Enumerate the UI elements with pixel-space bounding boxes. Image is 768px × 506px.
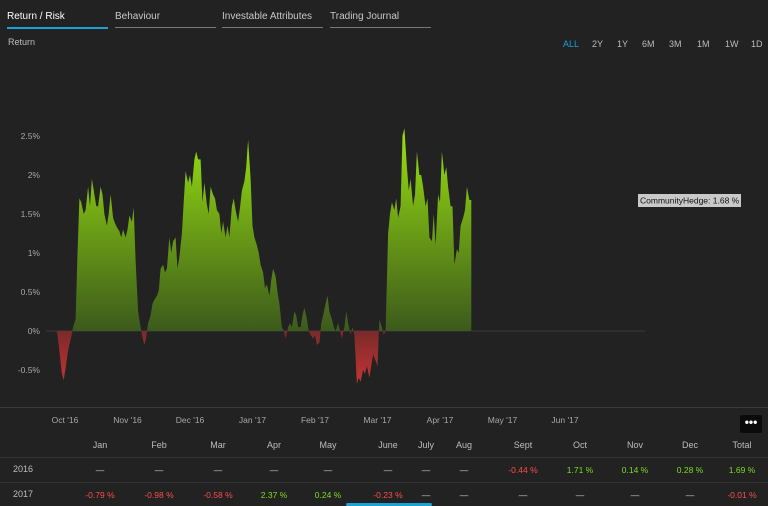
table-cell: -0.23 %: [373, 490, 403, 500]
x-tick-label: Jan '17: [239, 415, 266, 425]
tab-bar: Return / Risk Behaviour Investable Attri…: [0, 0, 768, 29]
table-cell: —: [459, 490, 469, 500]
range-1w[interactable]: 1W: [725, 39, 739, 49]
x-tick-label: Dec '16: [176, 415, 205, 425]
table-cell: —: [269, 465, 279, 475]
table-cell: -0.98 %: [144, 490, 174, 500]
range-1d[interactable]: 1D: [751, 39, 763, 49]
x-tick-label: May '17: [488, 415, 518, 425]
table-cell: 0.28 %: [676, 465, 704, 475]
table-cell: —: [459, 465, 469, 475]
tab-label: Investable Attributes: [222, 11, 313, 22]
row-divider: [0, 457, 768, 458]
x-tick-label: Mar '17: [363, 415, 391, 425]
table-cell: —: [421, 490, 431, 500]
row-year: 2017: [13, 489, 34, 499]
column-header: Mar: [210, 440, 226, 450]
range-1m[interactable]: 1M: [697, 39, 710, 49]
table-cell: 0.14 %: [621, 465, 649, 475]
column-header: Feb: [151, 440, 167, 450]
tab-label: Behaviour: [115, 11, 161, 22]
range-3m[interactable]: 3M: [669, 39, 682, 49]
tab-return-risk[interactable]: Return / Risk: [7, 8, 108, 29]
tab-trading-journal[interactable]: Trading Journal: [330, 8, 431, 28]
column-header: Nov: [626, 440, 644, 450]
tab-label: Trading Journal: [330, 11, 400, 22]
x-axis: Oct '16 Nov '16 Dec '16 Jan '17 Feb '17 Mar '…: [52, 415, 579, 425]
y-tick-label: 2.5%: [21, 131, 41, 141]
range-1y[interactable]: 1Y: [617, 39, 629, 49]
y-tick-label: 2%: [28, 170, 41, 180]
column-header: Jan: [92, 440, 108, 450]
table-cell: 1.69 %: [728, 465, 756, 475]
column-header: June: [378, 440, 398, 450]
y-tick-label: 1%: [28, 248, 41, 258]
range-all[interactable]: ALL: [563, 39, 580, 49]
column-header: Dec: [681, 440, 699, 450]
column-header: Sept: [513, 440, 533, 450]
table-cell: —: [383, 465, 393, 475]
positive-area: [56, 128, 472, 331]
y-tick-label: -0.5%: [18, 365, 41, 375]
table-cell: 0.24 %: [314, 490, 342, 500]
tab-behaviour[interactable]: Behaviour: [115, 8, 216, 28]
tab-investable-attributes[interactable]: Investable Attributes: [222, 8, 323, 28]
tab-label: Return / Risk: [7, 11, 65, 22]
table-cell: -0.79 %: [85, 490, 115, 500]
column-header: Total: [732, 440, 752, 450]
horizontal-scrollbar[interactable]: [346, 503, 432, 506]
table-cell: —: [421, 465, 431, 475]
table-cell: —: [518, 490, 528, 500]
x-tick-label: Apr '17: [427, 415, 454, 425]
x-tick-label: Oct '16: [52, 415, 79, 425]
row-year: 2016: [13, 464, 34, 474]
tooltip-text: CommunityHedge: 1.68 %: [640, 196, 740, 206]
x-tick-label: Nov '16: [113, 415, 142, 425]
table-cell: —: [154, 465, 164, 475]
table-cell: 2.37 %: [260, 490, 288, 500]
series-area: [56, 128, 472, 384]
table-cell: —: [630, 490, 640, 500]
table-cell: —: [575, 490, 585, 500]
x-tick-label: Jun '17: [551, 415, 578, 425]
x-tick-label: Feb '17: [301, 415, 329, 425]
table-cell: —: [213, 465, 223, 475]
row-divider: [0, 482, 768, 483]
column-header: Oct: [572, 440, 588, 450]
table-cell: 1.71 %: [566, 465, 594, 475]
y-tick-label: 0.5%: [21, 287, 41, 297]
table-cell: —: [95, 465, 105, 475]
table-cell: —: [685, 490, 695, 500]
table-cell: —: [323, 465, 333, 475]
tooltip-box: [638, 194, 741, 207]
range-selector: ALL 2Y 1Y 6M 3M 1M 1W 1D: [0, 39, 768, 53]
column-header: July: [417, 440, 435, 450]
table-cell: -0.44 %: [508, 465, 538, 475]
column-header: Aug: [455, 440, 473, 450]
return-chart[interactable]: 2.5% 2% 1.5% 1% 0.5% 0% -0.5% Oct '16 Nov '16 De…: [0, 0, 768, 430]
range-2y[interactable]: 2Y: [592, 39, 604, 49]
table-cell: -0.01 %: [727, 490, 757, 500]
negative-area: [56, 331, 472, 384]
series-tooltip: CommunityHedge: 1.68 %: [638, 194, 741, 207]
y-tick-label: 0%: [28, 326, 41, 336]
range-6m[interactable]: 6M: [642, 39, 655, 49]
column-header: Apr: [266, 440, 282, 450]
table-cell: -0.58 %: [203, 490, 233, 500]
section-title: Return: [8, 37, 36, 47]
y-tick-label: 1.5%: [21, 209, 41, 219]
more-options-button[interactable]: •••: [740, 415, 762, 433]
column-header: May: [319, 440, 337, 450]
